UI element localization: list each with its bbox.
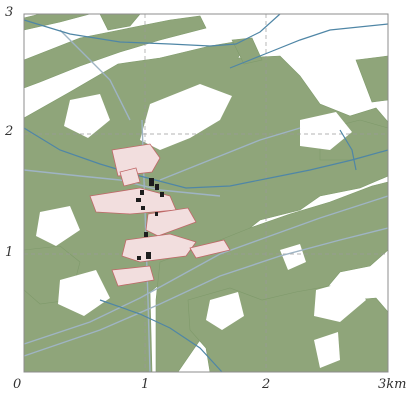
road (59, 29, 131, 121)
road (23, 227, 389, 357)
clearing (314, 332, 340, 368)
roads (23, 29, 389, 373)
building (140, 190, 144, 195)
settlement-block (111, 143, 161, 177)
building (155, 212, 158, 216)
settlement-block (189, 239, 231, 259)
stream (23, 13, 281, 47)
settlement-block (119, 167, 141, 187)
settlement-block (121, 233, 197, 263)
road (159, 127, 301, 181)
clearing (314, 280, 366, 322)
y-axis-label-3: 3 (5, 5, 14, 20)
road (23, 169, 221, 197)
x-axis-label-3km: 3km (378, 377, 407, 392)
building (146, 252, 151, 259)
building (137, 256, 141, 260)
stream (339, 129, 357, 171)
y-axis-label-1: 1 (5, 245, 14, 260)
x-axis-label-2: 2 (262, 377, 271, 392)
clearing (36, 206, 80, 246)
map-frame (23, 13, 389, 373)
clearing (140, 84, 232, 150)
building (141, 206, 145, 210)
water-courses (23, 13, 389, 373)
x-axis-label-1: 1 (141, 377, 150, 392)
x-axis-label-0: 0 (13, 377, 22, 392)
building (149, 178, 154, 186)
settlement-block (111, 265, 155, 287)
stream (23, 127, 389, 189)
stream (99, 299, 223, 373)
land-area (355, 55, 389, 103)
clearings (36, 84, 366, 368)
y-axis-label-2: 2 (5, 124, 14, 139)
road (23, 195, 389, 345)
settlement-block (145, 207, 197, 237)
building (136, 198, 141, 202)
buildings (136, 178, 164, 260)
land-area (23, 13, 91, 31)
building (155, 184, 159, 190)
land-area (23, 15, 207, 89)
clearing (58, 270, 110, 316)
stream (229, 23, 389, 69)
clearing (300, 112, 352, 150)
clearing (206, 292, 244, 330)
village (89, 143, 231, 287)
building (160, 192, 164, 197)
clearing (64, 94, 110, 138)
building (144, 232, 148, 237)
